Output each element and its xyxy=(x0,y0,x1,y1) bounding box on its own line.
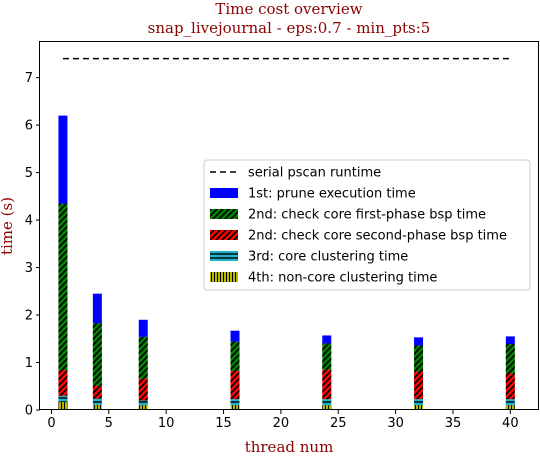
legend-swatch xyxy=(210,188,238,198)
bar-segment xyxy=(505,336,515,344)
bar-segment-hatch xyxy=(92,385,102,399)
chart-title-line-2: snap_livejournal - eps:0.7 - min_pts:5 xyxy=(148,19,431,37)
legend-label: 2nd: check core first-phase bsp time xyxy=(248,208,486,223)
bar-segment xyxy=(230,330,240,342)
bar-segment-hatch xyxy=(414,405,424,410)
x-tick-label: 0 xyxy=(47,416,55,431)
bar-segment-hatch xyxy=(58,395,68,402)
x-tick-label: 40 xyxy=(502,416,519,431)
x-tick-label: 10 xyxy=(158,416,175,431)
bar-segment-hatch xyxy=(92,404,102,410)
x-tick-label: 35 xyxy=(445,416,462,431)
y-tick-label: 4 xyxy=(25,214,33,229)
y-axis-label: time (s) xyxy=(0,197,16,255)
plot-frame xyxy=(39,41,539,410)
legend-swatch-hatch xyxy=(210,272,238,282)
legend-label: 3rd: core clustering time xyxy=(248,250,408,265)
y-tick-label: 7 xyxy=(25,71,33,86)
bar-segment-hatch xyxy=(505,373,515,400)
bar-segment-hatch xyxy=(138,400,148,406)
bar-segment-hatch xyxy=(230,371,240,400)
bar-segment-hatch xyxy=(230,405,240,410)
bar-segment-hatch xyxy=(230,399,240,406)
bar-segment-hatch xyxy=(505,399,515,406)
bar-segment-hatch xyxy=(58,370,68,396)
x-tick-label: 25 xyxy=(330,416,347,431)
legend-swatch-hatch xyxy=(210,251,238,261)
y-tick-label: 1 xyxy=(25,356,33,371)
bar-segment xyxy=(414,337,424,346)
chart-title-line-1: Time cost overview xyxy=(215,0,362,18)
bar-segment-hatch xyxy=(138,336,148,379)
bar-segment xyxy=(138,319,148,337)
legend-label: 4th: non-core clustering time xyxy=(248,271,437,286)
x-tick-label: 20 xyxy=(273,416,290,431)
bar-segment-hatch xyxy=(505,405,515,410)
x-tick-label: 30 xyxy=(387,416,404,431)
legend-label: serial pscan runtime xyxy=(248,166,381,181)
bar-segment-hatch xyxy=(414,399,424,406)
bar-segment xyxy=(322,335,332,344)
bar-segment-hatch xyxy=(414,371,424,400)
bar-segment-hatch xyxy=(322,405,332,410)
bar-segment-hatch xyxy=(58,401,68,410)
bar-segment-hatch xyxy=(138,405,148,410)
bar-segment-hatch xyxy=(230,341,240,372)
legend-frame xyxy=(203,159,531,291)
legend-label: 1st: prune execution time xyxy=(248,187,416,202)
y-tick-label: 6 xyxy=(25,119,33,134)
bar-segment-hatch xyxy=(58,203,68,371)
x-tick-label: 15 xyxy=(215,416,232,431)
bar-segment-hatch xyxy=(505,343,515,374)
y-tick-label: 2 xyxy=(25,309,33,324)
legend-swatch-hatch xyxy=(210,230,238,240)
legend-swatch-hatch xyxy=(210,209,238,219)
y-tick-label: 0 xyxy=(25,404,33,419)
bar-segment-hatch xyxy=(92,398,102,405)
legend-label: 2nd: check core second-phase bsp time xyxy=(248,229,507,244)
bar-segment-hatch xyxy=(322,369,332,400)
bar-segment-hatch xyxy=(92,323,102,386)
bar-segment-hatch xyxy=(322,343,332,370)
y-tick-label: 3 xyxy=(25,261,33,276)
bar-segment-hatch xyxy=(138,378,148,401)
bar-segment xyxy=(92,293,102,324)
legend: serial pscan runtime 1st: prune execution… xyxy=(203,159,531,291)
plot-area xyxy=(58,57,515,410)
x-axis-label: thread num xyxy=(245,438,334,456)
y-tick-label: 5 xyxy=(25,166,33,181)
bar-segment xyxy=(58,115,68,204)
bar-segment-hatch xyxy=(414,345,424,372)
x-tick-label: 5 xyxy=(105,416,113,431)
bar-segment-hatch xyxy=(322,399,332,406)
